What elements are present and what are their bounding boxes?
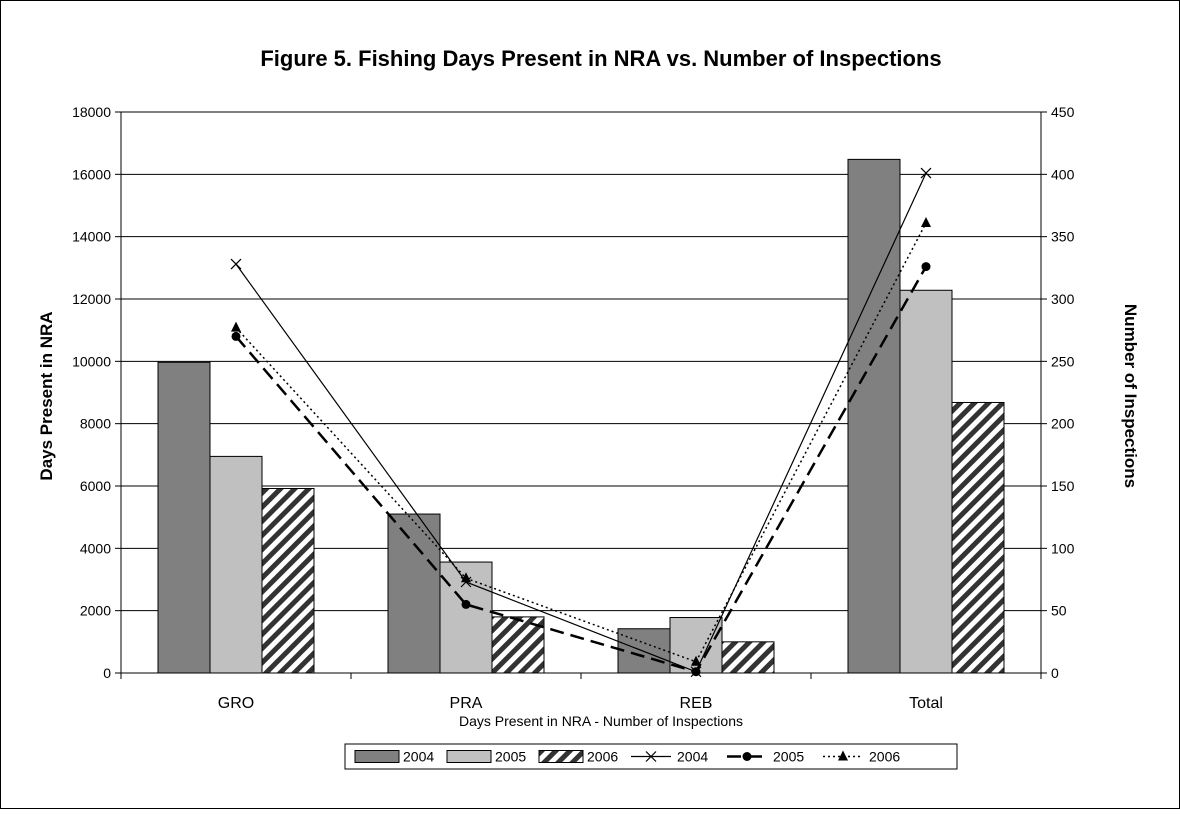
point-2004-GRO: [230, 258, 242, 270]
y-tick-label: 4000: [80, 540, 111, 556]
y2-tick-label: 400: [1051, 166, 1075, 182]
legend-label: 2005: [495, 749, 526, 765]
point-2005-REB: [691, 667, 701, 677]
marker-stroke: [230, 258, 242, 270]
y-tick-label: 18000: [72, 104, 111, 120]
y-tick-label: 2000: [80, 603, 111, 619]
bar-2006-Total: [951, 401, 1005, 674]
bar-2006-GRO: [261, 487, 315, 674]
y-tick-label: 14000: [72, 229, 111, 245]
axes: 0200040006000800010000120001400016000180…: [72, 104, 1075, 712]
y2-tick-label: 450: [1051, 104, 1075, 120]
x-tick-label: GRO: [218, 695, 254, 712]
bar-2005-GRO: [209, 455, 263, 674]
bar-2004-GRO: [157, 361, 211, 674]
legend-label: 2005: [773, 749, 804, 765]
y-tick-label: 8000: [80, 416, 111, 432]
x-tick-label: REB: [680, 695, 713, 712]
chart-title: Figure 5. Fishing Days Present in NRA vs…: [260, 46, 941, 71]
point-2005-GRO: [231, 331, 241, 341]
y2-tick-label: 150: [1051, 478, 1075, 494]
x-tick-label: PRA: [450, 695, 483, 712]
marker-stroke: [920, 167, 932, 179]
point-2006-REB: [691, 655, 701, 666]
y2-tick-label: 350: [1051, 229, 1075, 245]
line-2006-triangle: [235, 222, 927, 663]
y2-tick-label: 0: [1051, 665, 1059, 681]
y-tick-label: 10000: [72, 353, 111, 369]
point-2006-Total: [921, 216, 931, 227]
bar-2004-PRA: [387, 513, 441, 674]
y-axis-title: Days Present in NRA: [37, 311, 56, 480]
y2-tick-label: 200: [1051, 416, 1075, 432]
legend-label: 2004: [403, 749, 434, 765]
x-tick-label: Total: [909, 695, 943, 712]
point-2004-Total: [920, 167, 932, 179]
legend-marker-2005: [742, 752, 752, 761]
point-2006-PRA: [461, 572, 471, 583]
y-tick-label: 6000: [80, 478, 111, 494]
line-2004-x: [235, 172, 927, 673]
legend-marker-2004: [645, 751, 657, 762]
legend-swatch-bar-2004: [354, 750, 400, 763]
legend: 2004 2005 2006 2004 2005 2006: [344, 743, 958, 770]
legend-label: 2004: [677, 749, 708, 765]
legend-swatch-bar-2006: [538, 750, 584, 763]
y2-tick-label: 300: [1051, 291, 1075, 307]
legend-marker-2006: [838, 750, 848, 761]
marker-stroke: [645, 751, 657, 762]
y-tick-label: 0: [103, 665, 111, 681]
y2-tick-label: 50: [1051, 603, 1067, 619]
legend-label: 2006: [587, 749, 618, 765]
line-2005-circle: [235, 265, 928, 674]
bar-2004-Total: [847, 158, 901, 674]
legend-swatch-bar-2005: [446, 750, 492, 763]
y-tick-label: 16000: [72, 166, 111, 182]
y2-tick-label: 100: [1051, 540, 1075, 556]
point-2006-GRO: [231, 321, 241, 332]
point-2005-Total: [921, 262, 931, 272]
legend-label: 2006: [869, 749, 900, 765]
bar-2006-REB: [721, 641, 775, 674]
y2-axis-title: Number of Inspections: [1121, 304, 1140, 488]
bar-2005-Total: [899, 289, 953, 674]
bars: [157, 158, 1005, 674]
y2-tick-label: 250: [1051, 353, 1075, 369]
lines: [230, 167, 932, 678]
y-tick-label: 12000: [72, 291, 111, 307]
point-2005-PRA: [461, 599, 471, 609]
x-axis-title: Days Present in NRA - Number of Inspecti…: [459, 713, 743, 729]
